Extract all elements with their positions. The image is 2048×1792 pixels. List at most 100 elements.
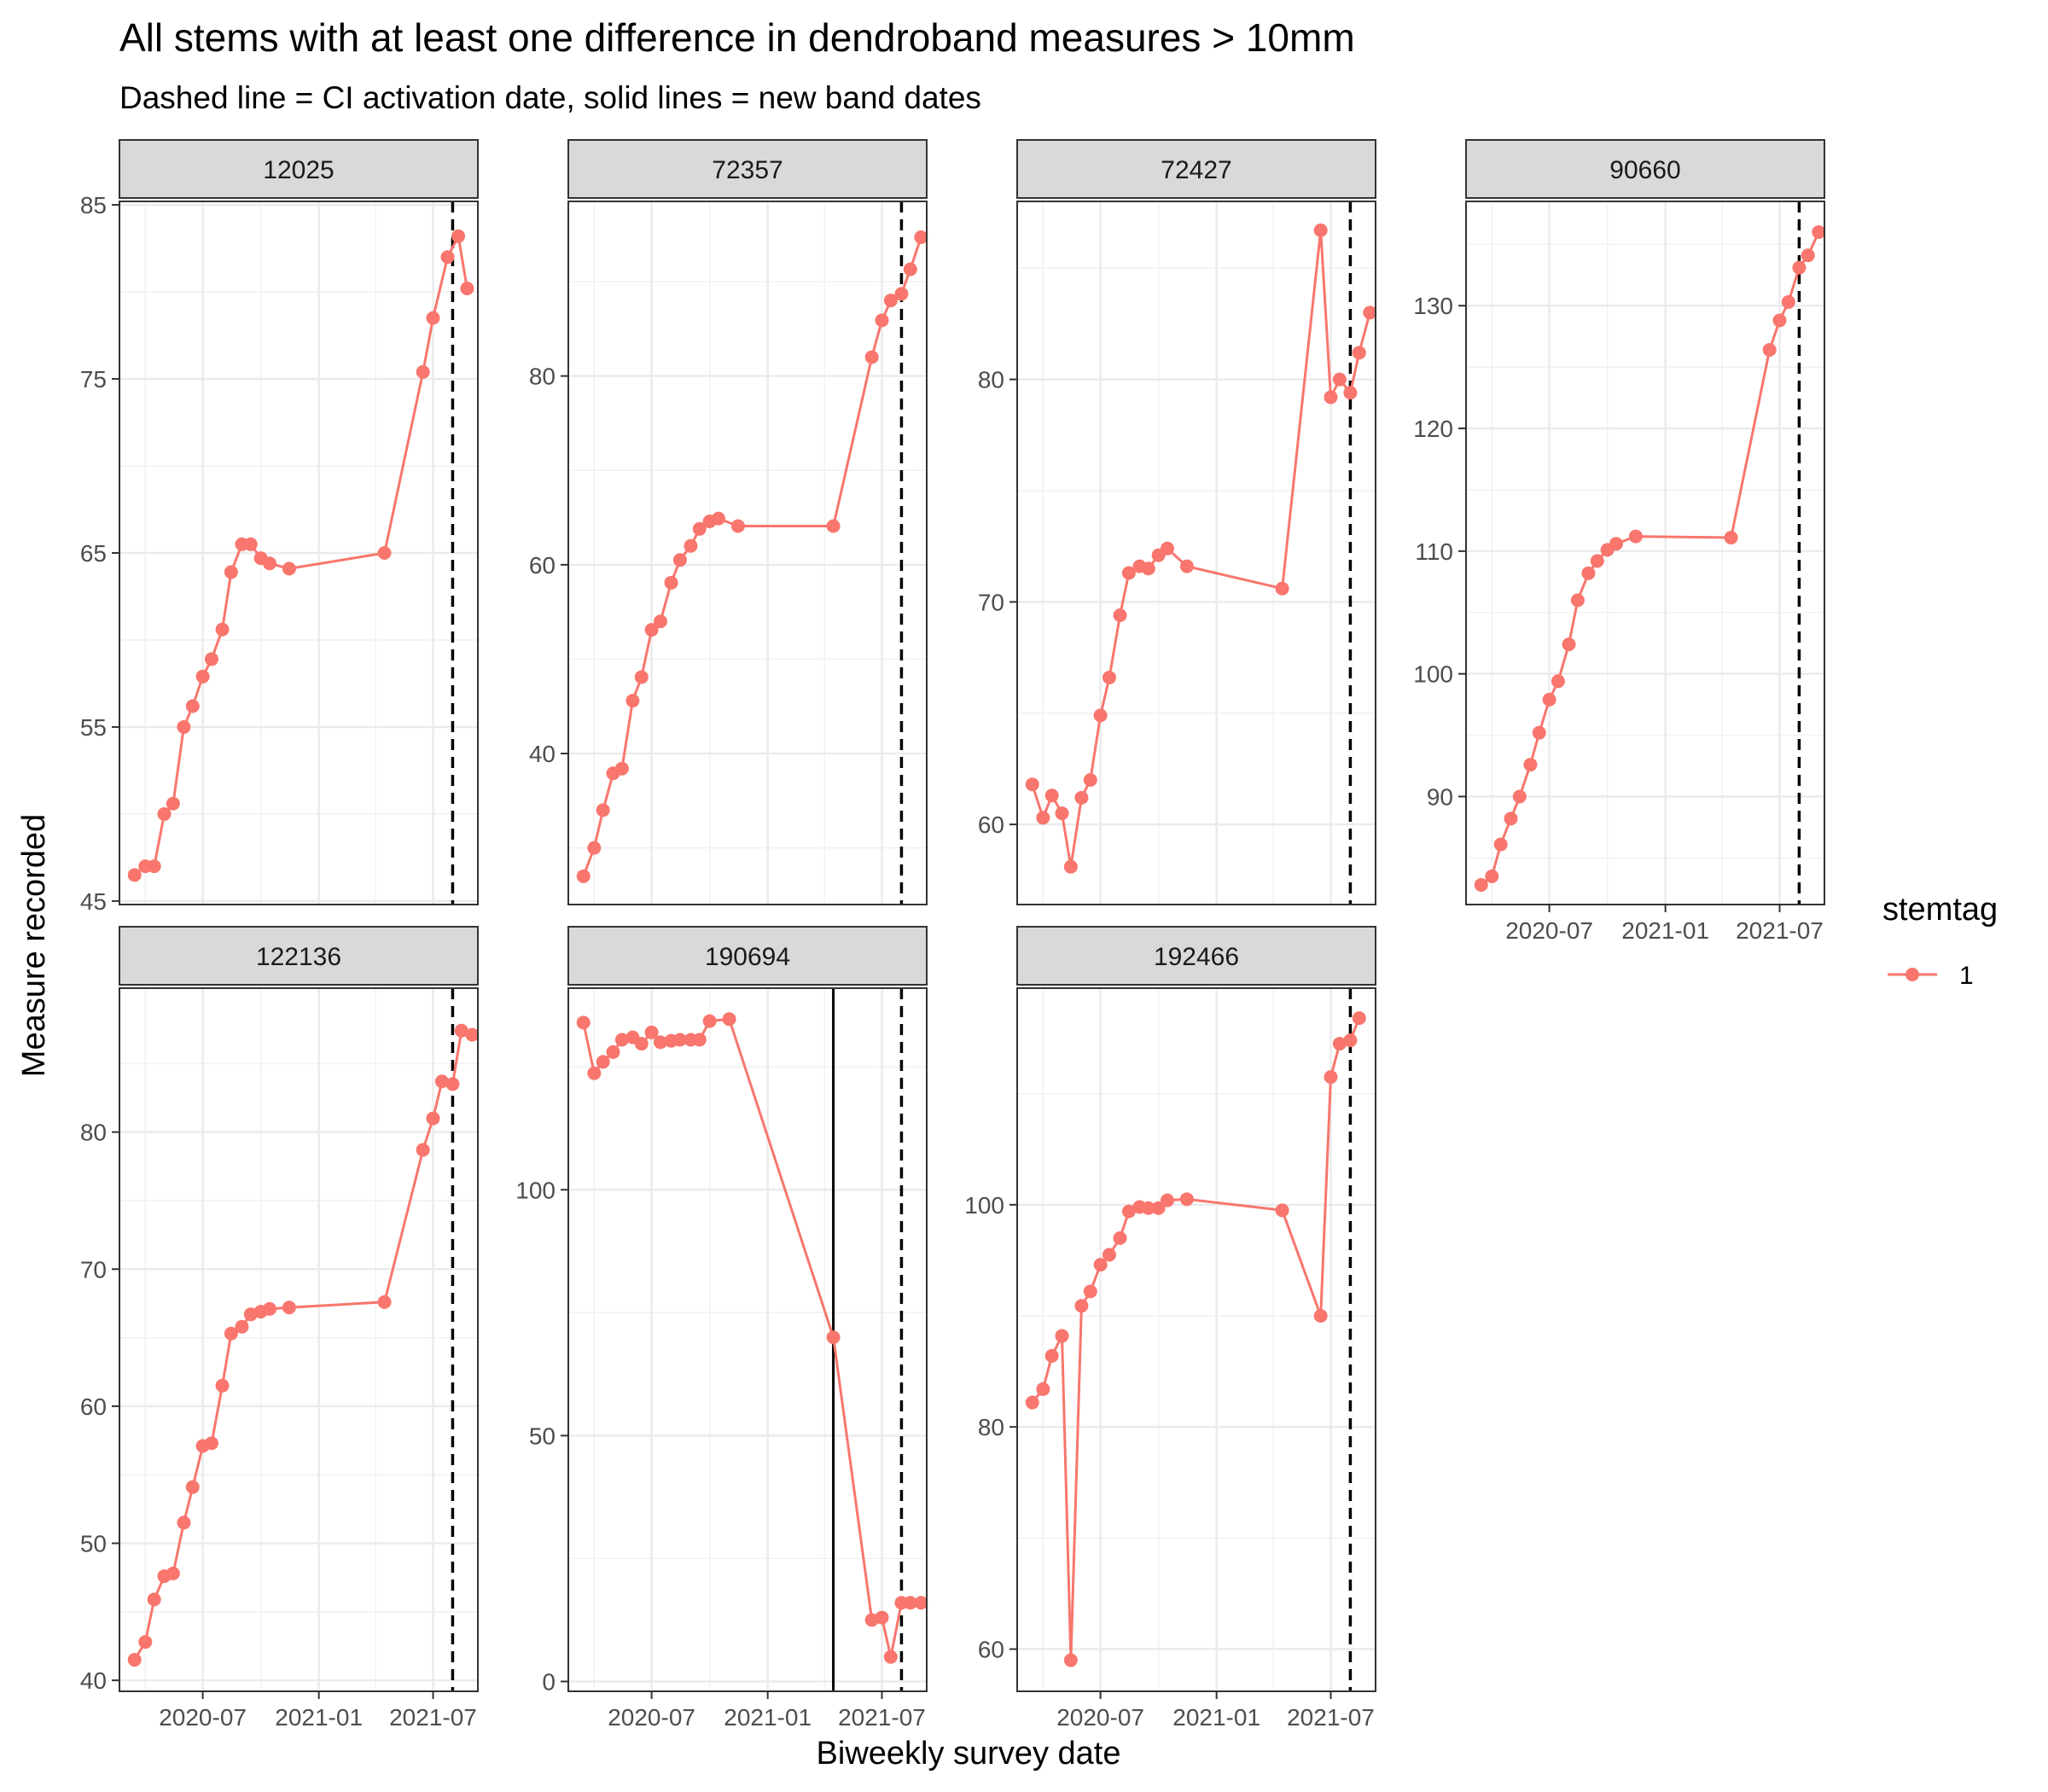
y-tick-label: 90	[1427, 783, 1453, 810]
data-point	[672, 553, 687, 567]
y-tick-label: 80	[529, 364, 556, 390]
facet-strip	[567, 926, 928, 986]
data-point	[711, 511, 725, 526]
data-point	[177, 1516, 191, 1530]
data-point	[1025, 1395, 1039, 1410]
y-tick-label: 70	[978, 589, 1004, 615]
y-tick-label: 65	[80, 540, 107, 567]
data-point	[1792, 260, 1807, 275]
y-tick-label: 60	[529, 552, 556, 579]
data-point	[1363, 305, 1377, 320]
data-point	[914, 1596, 928, 1610]
data-point	[692, 1033, 707, 1047]
panel-border	[567, 987, 928, 1692]
data-point	[596, 1055, 610, 1069]
data-point	[1504, 812, 1518, 826]
data-point	[653, 1035, 667, 1050]
data-point	[224, 565, 238, 579]
x-axis-title: Biweekly survey date	[817, 1736, 1121, 1772]
data-point	[1113, 1231, 1127, 1245]
data-point	[1074, 1299, 1089, 1313]
data-point	[664, 575, 678, 590]
data-point	[1581, 566, 1596, 580]
panel-border	[1016, 987, 1376, 1692]
data-point	[1532, 725, 1546, 740]
y-tick-label: 100	[515, 1177, 556, 1203]
data-point	[1141, 1201, 1155, 1215]
legend-key-point	[1905, 968, 1919, 981]
data-point	[215, 1378, 230, 1393]
y-tick-label: 70	[80, 1256, 107, 1283]
data-point	[1812, 224, 1826, 239]
legend-title: stemtag	[1882, 892, 1998, 928]
data-point	[1485, 869, 1499, 883]
data-point	[644, 1025, 659, 1039]
data-point	[262, 1301, 276, 1316]
y-tick-label: 130	[1413, 293, 1453, 319]
data-point	[1609, 537, 1623, 551]
data-point	[1141, 561, 1155, 576]
data-point	[445, 1077, 460, 1091]
panel-background	[1466, 201, 1824, 905]
data-point	[672, 1033, 687, 1047]
y-tick-label: 60	[80, 1393, 107, 1420]
data-point	[894, 287, 909, 301]
facet-panel-72427: 72427 60 70 80	[978, 139, 1377, 905]
data-point	[692, 521, 707, 536]
y-tick-label: 85	[80, 192, 107, 218]
data-point	[426, 1111, 440, 1126]
data-point	[377, 546, 392, 560]
data-point	[215, 622, 230, 637]
facet-strip-label: 192466	[1154, 943, 1239, 971]
data-point	[1063, 859, 1078, 874]
panel-background	[568, 988, 927, 1691]
x-tick-label: 2021-07	[1287, 1704, 1375, 1731]
data-point	[1044, 1348, 1059, 1363]
data-point	[127, 868, 142, 882]
chart-title: All stems with at least one difference i…	[119, 15, 1355, 60]
y-tick-label: 60	[978, 812, 1004, 838]
y-tick-label: 0	[542, 1668, 556, 1695]
x-tick-label: 2021-01	[275, 1704, 363, 1731]
y-tick-label: 80	[80, 1120, 107, 1146]
facet-strip	[119, 926, 479, 986]
data-point	[730, 519, 745, 533]
data-point	[454, 1023, 468, 1038]
data-point	[576, 1015, 591, 1030]
data-point	[1113, 608, 1127, 623]
y-tick-label: 55	[80, 714, 107, 741]
data-point	[1151, 1201, 1166, 1215]
data-point	[377, 1295, 392, 1309]
data-point	[596, 803, 610, 817]
data-point	[185, 1480, 200, 1494]
data-point	[864, 350, 879, 364]
facet-strip-label: 72357	[712, 156, 783, 184]
panel-background	[119, 988, 478, 1691]
y-tick-label: 60	[978, 1637, 1004, 1663]
data-point	[1590, 554, 1604, 568]
facet-panel-90660: 90660 90 100 110 120 130 2020-07 2021-01 2021-07	[1413, 139, 1826, 944]
data-point	[1352, 346, 1366, 360]
facet-panel-12025: 12025 45 55 65 75 85	[80, 139, 479, 915]
data-point	[614, 761, 629, 776]
data-point	[1093, 708, 1108, 723]
x-tick-label: 2020-07	[608, 1704, 695, 1731]
data-point	[826, 1330, 841, 1345]
x-tick-label: 2021-07	[838, 1704, 926, 1731]
data-point	[204, 652, 218, 666]
facet-strip-label: 190694	[705, 943, 790, 971]
data-point	[1121, 566, 1136, 580]
facet-strip-label: 12025	[263, 156, 334, 184]
data-point	[1275, 1203, 1289, 1218]
facet-strip	[567, 139, 928, 199]
facet-strip-label: 122136	[256, 943, 341, 971]
data-point	[883, 1649, 898, 1664]
data-point	[1512, 789, 1527, 804]
data-point	[1332, 372, 1347, 387]
data-point	[177, 719, 191, 734]
facet-strip-label: 90660	[1609, 156, 1680, 184]
y-tick-label: 50	[529, 1423, 556, 1449]
panel-border	[119, 987, 479, 1692]
data-point	[1801, 248, 1815, 263]
panel-border	[1465, 201, 1825, 905]
